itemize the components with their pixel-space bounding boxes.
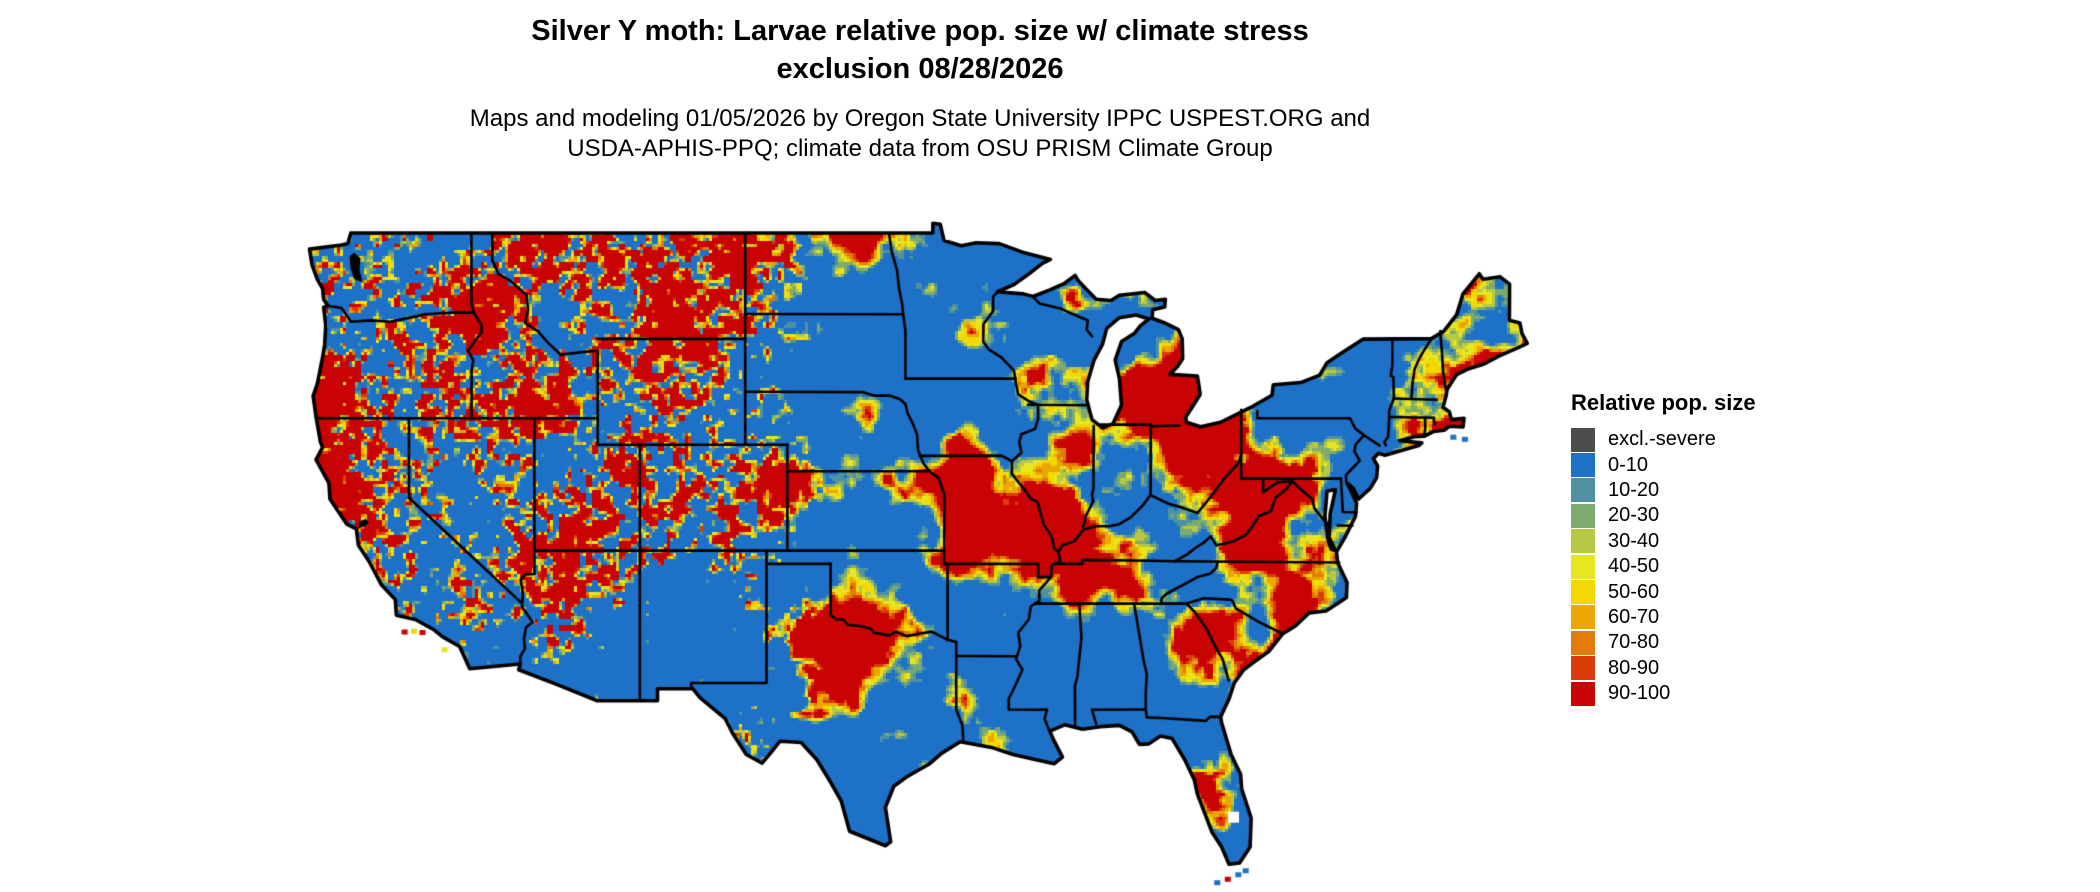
legend-swatch bbox=[1571, 529, 1595, 554]
legend-swatch bbox=[1571, 681, 1595, 706]
legend-label: 0-10 bbox=[1608, 453, 1649, 476]
legend-row: 40-50 bbox=[1571, 554, 1756, 579]
legend-swatch bbox=[1571, 605, 1595, 630]
legend-swatch bbox=[1571, 503, 1595, 528]
legend-row: 80-90 bbox=[1571, 656, 1756, 681]
legend-label: 20-30 bbox=[1608, 504, 1660, 527]
legend-swatch bbox=[1571, 478, 1595, 503]
legend-title: Relative pop. size bbox=[1571, 390, 1756, 415]
legend-row: 90-100 bbox=[1571, 681, 1756, 706]
legend-label: 50-60 bbox=[1608, 580, 1660, 603]
legend-swatch bbox=[1571, 427, 1595, 452]
legend-swatch bbox=[1571, 630, 1595, 655]
legend-rows: excl.-severe 0-10 10-20 20-30 30-40 40-50 50-6… bbox=[1571, 427, 1756, 706]
legend-swatch bbox=[1571, 453, 1595, 478]
legend-swatch bbox=[1571, 580, 1595, 605]
legend-label: 90-100 bbox=[1608, 682, 1671, 705]
legend-row: 10-20 bbox=[1571, 478, 1756, 503]
legend-label: 10-20 bbox=[1608, 478, 1660, 501]
legend-label: 80-90 bbox=[1608, 656, 1660, 679]
legend-label: excl.-severe bbox=[1608, 428, 1716, 451]
legend-label: 70-80 bbox=[1608, 631, 1660, 654]
legend-row: 60-70 bbox=[1571, 605, 1756, 630]
legend-row: 0-10 bbox=[1571, 452, 1756, 478]
legend-label: 40-50 bbox=[1608, 555, 1660, 578]
legend-row: 70-80 bbox=[1571, 630, 1756, 655]
legend-swatch bbox=[1571, 554, 1595, 579]
legend-row: 30-40 bbox=[1571, 529, 1756, 554]
legend-label: 60-70 bbox=[1608, 605, 1660, 628]
legend-row: excl.-severe bbox=[1571, 427, 1756, 452]
legend-swatch bbox=[1571, 656, 1595, 681]
legend-row: 20-30 bbox=[1571, 503, 1756, 528]
legend-label: 30-40 bbox=[1608, 529, 1660, 552]
legend-row: 50-60 bbox=[1571, 579, 1756, 605]
legend: Relative pop. size excl.-severe 0-10 10-20… bbox=[1571, 390, 1756, 706]
